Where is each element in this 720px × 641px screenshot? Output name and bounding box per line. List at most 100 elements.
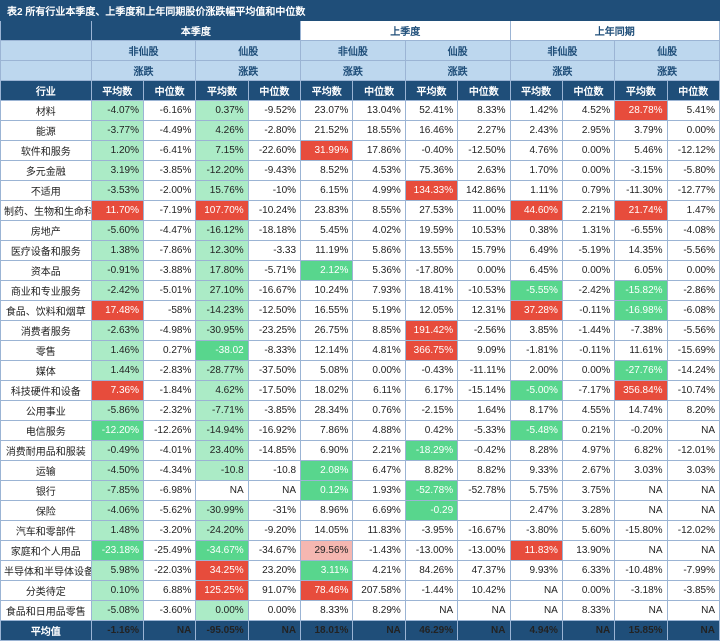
cell-value: 9.09%	[458, 341, 510, 361]
industry-table: 表2 所有行业本季度、上季度和上年同期股价涨跌幅平均值和中位数本季度上季度上年同…	[0, 0, 720, 641]
cell-value: -5.62%	[143, 501, 195, 521]
cell-value: -13.00%	[405, 541, 457, 561]
cell-value: -30.99%	[196, 501, 248, 521]
cell-value: -9.43%	[248, 161, 300, 181]
table-row: 媒体1.44%-2.83%-28.77%-37.50%5.08%0.00%-0.…	[1, 361, 720, 381]
cell-value: -7.19%	[143, 201, 195, 221]
cell-value: 5.75%	[510, 481, 562, 501]
cell-value: -0.29	[405, 501, 457, 521]
cell-value: 37.28%	[510, 301, 562, 321]
cell-value: -4.07%	[91, 101, 143, 121]
cell-value: -2.83%	[143, 361, 195, 381]
cell-value: 0.37%	[196, 101, 248, 121]
cell-value: 4.81%	[353, 341, 405, 361]
cell-value: -13.00%	[458, 541, 510, 561]
stocktype-header: 非仙股	[301, 41, 406, 61]
cell-value: NA	[196, 481, 248, 501]
cell-value: -52.78%	[405, 481, 457, 501]
cell-value: -18.29%	[405, 441, 457, 461]
cell-value: -22.03%	[143, 561, 195, 581]
avg-value: 46.29%	[405, 621, 457, 641]
table-row: 电信服务-12.20%-12.26%-14.94%-16.92%7.86%4.8…	[1, 421, 720, 441]
cell-value: -15.14%	[458, 381, 510, 401]
cell-value: -7.99%	[667, 561, 719, 581]
cell-value: 3.19%	[91, 161, 143, 181]
avg-value: 18.01%	[301, 621, 353, 641]
cell-value: 8.55%	[353, 201, 405, 221]
cell-value: 44.60%	[510, 201, 562, 221]
cell-value: 15.79%	[458, 241, 510, 261]
cell-value: -8.33%	[248, 341, 300, 361]
cell-value: 47.37%	[458, 561, 510, 581]
cell-value: 0.79%	[562, 181, 614, 201]
cell-value: -5.01%	[143, 281, 195, 301]
cell-value: 5.98%	[91, 561, 143, 581]
cell-value: 5.19%	[353, 301, 405, 321]
cell-value: 1.46%	[91, 341, 143, 361]
cell-value: -6.55%	[615, 221, 667, 241]
cell-value: -16.92%	[248, 421, 300, 441]
cell-value: -14.23%	[196, 301, 248, 321]
cell-value: -10.53%	[458, 281, 510, 301]
row-label: 媒体	[1, 361, 92, 381]
row-label: 零售	[1, 341, 92, 361]
cell-value: 1.38%	[91, 241, 143, 261]
col-header: 中位数	[353, 81, 405, 101]
cell-value: -3.18%	[615, 581, 667, 601]
cell-value: 0.00%	[667, 121, 719, 141]
cell-value: -2.80%	[248, 121, 300, 141]
cell-value: 2.27%	[458, 121, 510, 141]
cell-value: -16.12%	[196, 221, 248, 241]
row-label: 运输	[1, 461, 92, 481]
cell-value: -5.19%	[562, 241, 614, 261]
cell-value: NA	[667, 501, 719, 521]
row-label: 半导体和半导体设备	[1, 561, 92, 581]
cell-value: -0.43%	[405, 361, 457, 381]
cell-value: 2.00%	[510, 361, 562, 381]
cell-value: 0.00%	[562, 161, 614, 181]
avg-value: NA	[458, 621, 510, 641]
cell-value: 6.90%	[301, 441, 353, 461]
row-label: 能源	[1, 121, 92, 141]
cell-value: -4.06%	[91, 501, 143, 521]
cell-value: 1.64%	[458, 401, 510, 421]
cell-value: 1.47%	[667, 201, 719, 221]
cell-value: -15.80%	[615, 521, 667, 541]
cell-value: 6.82%	[615, 441, 667, 461]
cell-value: 11.83%	[510, 541, 562, 561]
cell-value: -9.20%	[248, 521, 300, 541]
table-row: 消费耐用品和服装-0.49%-4.01%23.40%-14.85%6.90%2.…	[1, 441, 720, 461]
cell-value: -12.77%	[667, 181, 719, 201]
cell-value: -23.18%	[91, 541, 143, 561]
cell-value: 0.12%	[301, 481, 353, 501]
period-header: 本季度	[91, 21, 300, 41]
cell-value: 125.25%	[196, 581, 248, 601]
table-row: 半导体和半导体设备5.98%-22.03%34.25%23.20%3.11%4.…	[1, 561, 720, 581]
row-label: 软件和服务	[1, 141, 92, 161]
cell-value: 2.63%	[458, 161, 510, 181]
cell-value: 4.02%	[353, 221, 405, 241]
cell-value: -3.33	[248, 241, 300, 261]
cell-value: 1.70%	[510, 161, 562, 181]
cell-value: 4.88%	[353, 421, 405, 441]
cell-value: 10.53%	[458, 221, 510, 241]
row-label: 公用事业	[1, 401, 92, 421]
cell-value: -3.88%	[143, 261, 195, 281]
cell-value: -6.98%	[143, 481, 195, 501]
cell-value: 11.83%	[353, 521, 405, 541]
cell-value: 191.42%	[405, 321, 457, 341]
stocktype-header: 仙股	[405, 41, 510, 61]
cell-value: NA	[667, 541, 719, 561]
avg-value: NA	[248, 621, 300, 641]
row-label: 消费者服务	[1, 321, 92, 341]
cell-value: -3.85%	[667, 581, 719, 601]
cell-value: -1.44%	[405, 581, 457, 601]
cell-value: 18.02%	[301, 381, 353, 401]
metric-header: 涨跌	[615, 61, 720, 81]
cell-value: 28.34%	[301, 401, 353, 421]
cell-value: 1.48%	[91, 521, 143, 541]
stocktype-header: 仙股	[615, 41, 720, 61]
cell-value: 5.46%	[615, 141, 667, 161]
cell-value: 4.97%	[562, 441, 614, 461]
cell-value: 2.21%	[562, 201, 614, 221]
